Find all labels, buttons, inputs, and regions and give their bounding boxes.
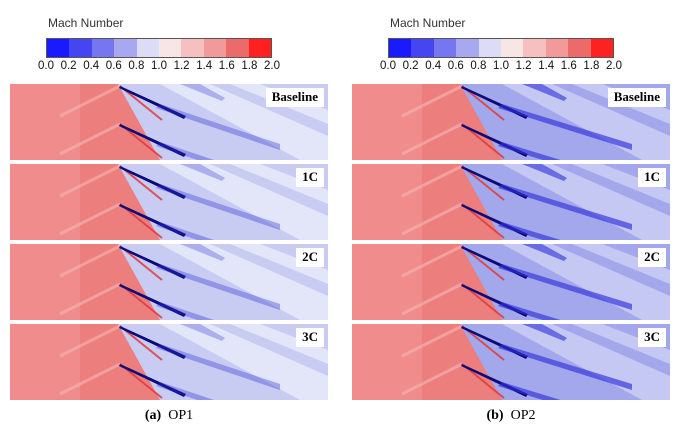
contour-panel: 1C <box>352 164 670 240</box>
colorbar-segment <box>501 39 524 57</box>
mach-contour-plot <box>10 164 328 240</box>
colorbar-segment <box>248 39 272 57</box>
colorbar-tick-label: 2.0 <box>264 60 280 72</box>
figure-caption: (a) OP1 <box>10 408 328 424</box>
colorbar-segment <box>203 39 227 57</box>
colorbar-segment <box>523 39 546 57</box>
panel-label: 3C <box>638 328 666 347</box>
colorbar-segment <box>456 39 479 57</box>
colorbar-tick-label: 0.6 <box>105 60 122 72</box>
colorbar-tick-label: 1.2 <box>515 60 532 72</box>
colorbar-segment <box>136 39 160 57</box>
colorbar-tick-label: 0.2 <box>60 60 77 72</box>
colorbar-tick-label: 1.0 <box>493 60 509 72</box>
colorbar-segment <box>411 39 434 57</box>
colorbar-title: Mach Number <box>48 16 124 30</box>
colorbar-tick-label: 0.0 <box>38 60 54 72</box>
colorbar-ticks: 0.0 0.2 0.4 0.6 0.8 1.0 1.2 1.4 1.6 1.8 2.0 <box>38 60 280 74</box>
colorbar-segment <box>114 39 137 57</box>
colorbar-segment <box>47 39 70 57</box>
colorbar-segment <box>159 39 182 57</box>
colorbar-tick-label: 1.8 <box>241 60 258 72</box>
colorbar <box>46 38 272 58</box>
contour-panel: 3C <box>10 324 328 400</box>
colorbar-tick-label: 0.8 <box>470 60 487 72</box>
colorbar-segment <box>478 39 502 57</box>
mach-contour-plot <box>352 324 670 400</box>
figure-caption: (b) OP2 <box>352 408 670 424</box>
colorbar-tick-label: 0.2 <box>402 60 419 72</box>
mach-contour-plot <box>10 244 328 320</box>
colorbar-segment <box>181 39 204 57</box>
contour-panel: 2C <box>352 244 670 320</box>
panel-label: 1C <box>296 168 324 187</box>
colorbar-segment <box>590 39 614 57</box>
colorbar-segment <box>69 39 92 57</box>
colorbar-tick-label: 0.4 <box>83 60 100 72</box>
contour-panel: 1C <box>10 164 328 240</box>
colorbar-tick-label: 1.6 <box>218 60 235 72</box>
panel-label: 3C <box>296 328 324 347</box>
caption-letter: (a) <box>144 408 162 423</box>
colorbar-segment <box>433 39 457 57</box>
mach-contour-plot <box>10 324 328 400</box>
colorbar <box>388 38 614 58</box>
panel-label: Baseline <box>607 88 666 107</box>
colorbar-tick-label: 0.8 <box>128 60 145 72</box>
caption-text: OP2 <box>510 408 536 423</box>
panel-label: 2C <box>296 248 324 267</box>
colorbar-tick-label: 0.0 <box>380 60 396 72</box>
caption-text: OP1 <box>168 408 194 423</box>
colorbar-tick-label: 1.2 <box>173 60 190 72</box>
colorbar-tick-label: 1.6 <box>560 60 577 72</box>
caption-letter: (b) <box>486 408 504 423</box>
colorbar-segment <box>389 39 412 57</box>
colorbar-segment <box>91 39 115 57</box>
figure-column-op2: Mach Number 0.0 0.2 0.4 0.6 0.8 1.0 1.2 1.4 1.6 1.… <box>352 0 670 436</box>
contour-panel: Baseline <box>352 84 670 160</box>
colorbar-tick-label: 1.8 <box>583 60 600 72</box>
contour-panel: Baseline <box>10 84 328 160</box>
colorbar-segment <box>226 39 249 57</box>
colorbar-tick-label: 1.4 <box>538 60 555 72</box>
colorbar-title: Mach Number <box>390 16 466 30</box>
colorbar-tick-label: 1.4 <box>196 60 213 72</box>
panel-label: 1C <box>638 168 666 187</box>
mach-contour-plot <box>352 244 670 320</box>
panel-label: 2C <box>638 248 666 267</box>
colorbar-segment <box>545 39 569 57</box>
colorbar-tick-label: 1.0 <box>151 60 167 72</box>
colorbar-ticks: 0.0 0.2 0.4 0.6 0.8 1.0 1.2 1.4 1.6 1.8 2.0 <box>380 60 622 74</box>
colorbar-segment <box>568 39 591 57</box>
contour-panel: 3C <box>352 324 670 400</box>
panel-label: Baseline <box>265 88 324 107</box>
colorbar-tick-label: 0.4 <box>425 60 442 72</box>
mach-contour-plot <box>352 164 670 240</box>
colorbar-tick-label: 0.6 <box>447 60 464 72</box>
colorbar-tick-label: 2.0 <box>606 60 622 72</box>
figure-column-op1: Mach Number 0.0 0.2 0.4 0.6 0.8 1.0 1.2 1.4 1.6 1.… <box>10 0 328 436</box>
contour-panel: 2C <box>10 244 328 320</box>
